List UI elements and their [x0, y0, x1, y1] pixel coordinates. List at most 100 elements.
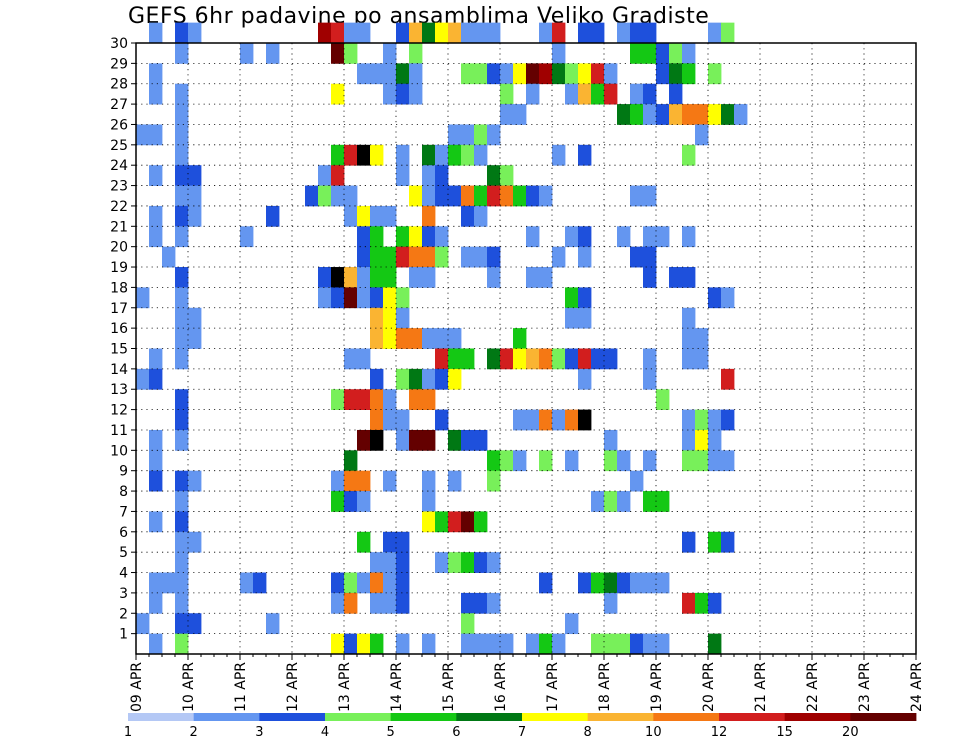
colorbar-label: 4 — [321, 725, 329, 740]
heatmap-cell — [357, 63, 371, 85]
heatmap-cell — [357, 572, 371, 594]
heatmap-cell — [383, 552, 397, 573]
heatmap-cell — [396, 552, 410, 573]
heatmap-cell — [487, 470, 501, 492]
heatmap-cell — [357, 429, 371, 451]
heatmap-cell — [396, 572, 410, 594]
heatmap-cell — [617, 104, 631, 125]
heatmap-cell — [435, 22, 449, 44]
heatmap-cell — [383, 83, 397, 105]
heatmap-cell — [149, 226, 163, 248]
heatmap-cell — [383, 389, 397, 410]
heatmap-cell — [578, 348, 592, 370]
heatmap-cell — [604, 429, 618, 451]
y-axis: 1234567891011121314151617181920212223242… — [110, 36, 136, 643]
heatmap-cell — [422, 328, 436, 349]
heatmap-cell — [357, 144, 371, 166]
heatmap-cell — [539, 348, 553, 370]
heatmap-cell — [500, 633, 514, 655]
heatmap-cell — [552, 633, 566, 655]
heatmap-cell — [396, 328, 410, 349]
heatmap-cell — [513, 348, 527, 370]
heatmap-cell — [604, 572, 618, 594]
heatmap-cell — [487, 22, 501, 44]
heatmap-cell — [422, 389, 436, 410]
heatmap-cell — [175, 328, 189, 349]
heatmap-cell — [331, 633, 345, 655]
heatmap-cell — [370, 633, 384, 655]
y-tick-label: 25 — [110, 138, 128, 154]
heatmap-cell — [539, 409, 553, 431]
heatmap-cell — [669, 267, 683, 288]
heatmap-cell — [409, 43, 423, 64]
heatmap-cell — [188, 22, 202, 44]
heatmap-cell — [565, 83, 579, 105]
heatmap-cell — [643, 368, 657, 390]
heatmap-cell — [643, 185, 657, 207]
heatmap-cell — [461, 22, 475, 44]
heatmap-cell — [721, 22, 735, 44]
heatmap-cell — [461, 246, 475, 268]
heatmap-cell — [175, 144, 189, 166]
heatmap-cell — [188, 185, 202, 207]
heatmap-cell — [578, 226, 592, 248]
heatmap-cell — [435, 348, 449, 370]
heatmap-cell — [422, 165, 436, 186]
heatmap-cell — [474, 246, 488, 268]
y-tick-label: 21 — [110, 219, 128, 235]
colorbar-label: 15 — [776, 725, 793, 740]
colorbar-label: 12 — [711, 725, 728, 740]
heatmap-cell — [175, 205, 189, 227]
heatmap-cell — [253, 572, 267, 594]
heatmap-cell — [435, 246, 449, 268]
heatmap-cell — [461, 429, 475, 451]
x-tick-label: 17 APR — [545, 662, 561, 712]
heatmap-cell — [487, 124, 501, 146]
heatmap-cell — [149, 83, 163, 105]
heatmap-cell — [331, 389, 345, 410]
y-tick-label: 7 — [119, 504, 128, 520]
heatmap-cell — [357, 531, 371, 553]
heatmap-cell — [604, 83, 618, 105]
heatmap-cell — [721, 368, 735, 390]
heatmap-cell — [344, 185, 358, 207]
heatmap-cell — [409, 83, 423, 105]
x-tick-label: 23 APR — [857, 662, 873, 712]
heatmap-cell — [487, 348, 501, 370]
heatmap-cell — [448, 328, 462, 349]
heatmap-cell — [409, 22, 423, 44]
heatmap-cell — [565, 409, 579, 431]
heatmap-cell — [552, 63, 566, 85]
y-tick-label: 8 — [119, 484, 128, 500]
heatmap-cell — [175, 104, 189, 125]
heatmap-cell — [682, 328, 696, 349]
colorbar-segment — [456, 713, 523, 721]
heatmap-cell — [669, 63, 683, 85]
heatmap-cell — [149, 470, 163, 492]
heatmap-cell — [331, 22, 345, 44]
heatmap-cell — [500, 185, 514, 207]
heatmap-cell — [188, 307, 202, 329]
y-tick-label: 14 — [110, 362, 128, 378]
y-tick-label: 3 — [119, 586, 128, 602]
heatmap-cell — [539, 63, 553, 85]
heatmap-cell — [331, 43, 345, 64]
heatmap-cell — [630, 104, 644, 125]
heatmap-cell — [487, 592, 501, 614]
heatmap-cell — [396, 592, 410, 614]
heatmap-cell — [331, 491, 345, 512]
heatmap-cell — [175, 287, 189, 309]
heatmap-cell — [409, 246, 423, 268]
y-tick-label: 4 — [119, 566, 128, 582]
heatmap-cell — [695, 592, 709, 614]
heatmap-cell — [708, 63, 722, 85]
heatmap-cell — [435, 185, 449, 207]
y-tick-label: 26 — [110, 117, 128, 133]
heatmap-cell — [370, 328, 384, 349]
heatmap-cell — [721, 450, 735, 472]
heatmap-cell — [331, 267, 345, 288]
heatmap-cell — [643, 267, 657, 288]
heatmap-cell — [604, 491, 618, 512]
heatmap-cell — [175, 43, 189, 64]
heatmap-cell — [578, 144, 592, 166]
